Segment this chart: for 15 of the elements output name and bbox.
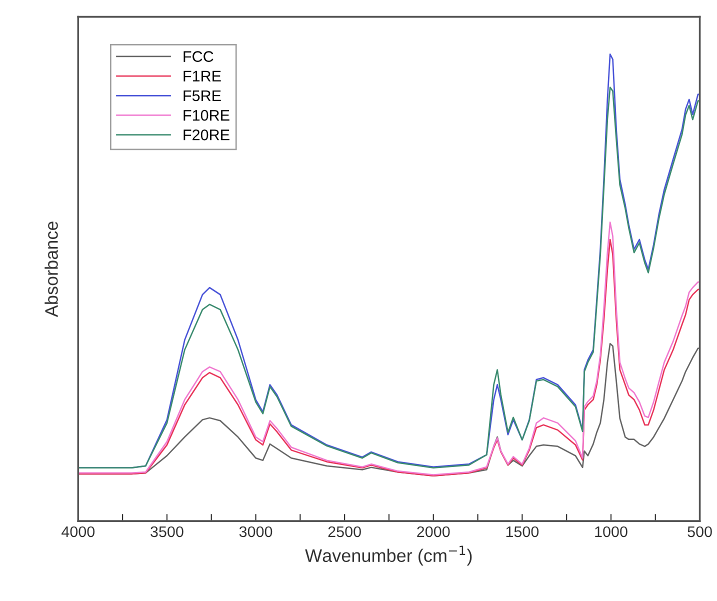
y-axis-title: Absorbance [44,222,58,318]
legend-label: FCC [184,51,214,62]
legend-label: F1RE [184,70,221,82]
x-tick-label: 1000 [595,526,628,538]
x-tick-label: 3500 [150,526,184,538]
x-tick-label: 3000 [239,526,272,538]
x-tick-label: 4000 [62,526,95,538]
x-tick-label: 2000 [417,526,450,538]
legend-label: F5RE [184,90,221,102]
x-tick-label: 1500 [506,526,539,538]
x-axis-title: Wavenumber (cm$^{−1}$) [305,546,472,566]
legend-label: F20RE [184,130,230,140]
x-tick-label: 2500 [328,526,361,538]
legend-label: F10RE [184,110,230,121]
x-tick-label: 500 [688,526,712,538]
